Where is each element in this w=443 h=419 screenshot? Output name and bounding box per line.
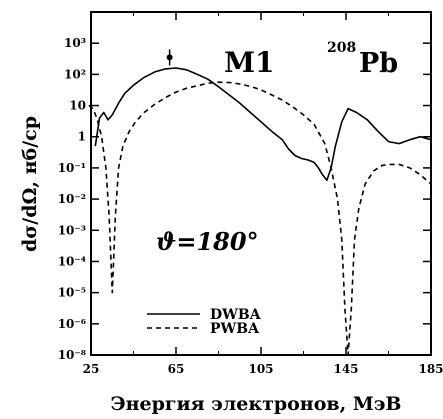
x-tick-labels: 25 65 105 145 185 — [83, 362, 443, 376]
nucleus-mass-label: 208 — [327, 40, 356, 56]
y-tick-label: 10 — [69, 99, 86, 113]
series-line-dwba — [94, 67, 432, 182]
data-points — [166, 49, 173, 66]
angle-label: ϑ=180° — [156, 227, 259, 256]
legend-pwba-label: PWBA — [210, 321, 260, 337]
y-tick-label: 10⁻¹ — [58, 161, 86, 175]
data-point — [166, 54, 173, 61]
y-tick-label: 10⁻⁶ — [58, 317, 86, 331]
y-tick-label: 10⁻⁵ — [58, 286, 86, 300]
x-tick-label: 105 — [248, 362, 273, 376]
series-lines — [88, 67, 432, 356]
y-tick-label: 10⁻² — [58, 192, 86, 206]
y-tick-label: 10⁻³ — [58, 223, 86, 237]
x-tick-label: 145 — [333, 362, 358, 376]
x-tick-label: 25 — [83, 362, 100, 376]
y-tick-labels: 10⁻⁸ 10⁻⁶ 10⁻⁵ 10⁻⁴ 10⁻³ 10⁻² 10⁻¹ 1 10 10² 10³ — [58, 36, 86, 362]
y-tick-label: 10⁻⁴ — [58, 254, 86, 268]
x-axis-label: Энергия электронов, МэВ — [111, 393, 402, 415]
y-tick-label: 1 — [78, 130, 86, 144]
x-tick-label: 185 — [418, 362, 443, 376]
series-line-pwba — [88, 81, 432, 356]
y-tick-label: 10³ — [64, 36, 86, 50]
y-tick-label: 10² — [64, 67, 86, 81]
multipole-label: M1 — [224, 46, 274, 79]
x-tick-label: 65 — [168, 362, 185, 376]
y-axis-label: dσ/dΩ, нб/ср — [19, 116, 41, 252]
y-tick-label: 10⁻⁸ — [58, 348, 86, 362]
nucleus-symbol-label: Pb — [359, 48, 398, 79]
legend: DWBA PWBA — [147, 307, 262, 337]
legend-dwba-label: DWBA — [210, 307, 262, 323]
axis-ticks — [90, 12, 432, 356]
